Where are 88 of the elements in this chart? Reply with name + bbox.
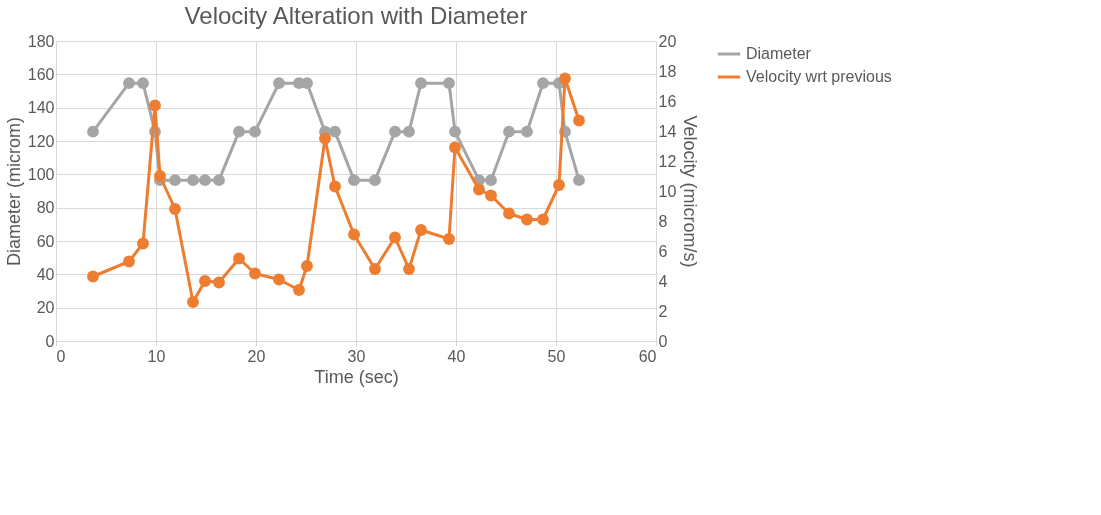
y-axis-title: Diameter (microm) [3,116,24,267]
point [199,275,211,287]
point [329,180,341,193]
point [199,174,211,187]
point [187,296,199,308]
y2-tick-label: 6 [658,242,668,260]
y-tick-label: 80 [36,199,55,217]
y-tick-label: 120 [27,132,55,150]
point [485,189,497,202]
y2-tick-label: 8 [658,212,668,230]
point [213,276,225,289]
point [137,237,149,250]
point [187,174,199,187]
y-tick-label: 40 [36,265,55,283]
point [233,252,245,265]
y-tick-label: 160 [27,65,55,83]
point [301,260,313,272]
point [319,132,331,145]
y2-axis-title: Velocity (microm/s) [680,115,701,268]
x-tick-label: 50 [547,347,566,365]
y-tick-label: 180 [27,32,55,50]
y2-tick-label: 0 [658,332,668,350]
point [449,141,461,154]
point [273,273,285,286]
point [485,174,497,187]
legend-label: Velocity wrt previous [746,68,892,85]
point [473,183,485,196]
point [249,125,261,138]
point [369,174,381,187]
x-tick-label: 20 [247,347,266,365]
point [213,174,225,187]
x-tick-label: 40 [447,347,466,365]
point [369,263,381,275]
point [403,263,415,275]
point [149,99,161,112]
y-tick-label: 0 [45,332,55,350]
point [233,125,245,138]
y-tick-label: 100 [27,165,55,183]
point [553,179,565,191]
y-tick-label: 60 [36,232,55,250]
point [521,213,533,226]
point [249,267,261,280]
point [443,233,455,245]
y-tick-label: 20 [36,299,55,317]
point [154,170,166,182]
point [87,125,99,138]
x-axis-title: Time (sec) [314,366,399,387]
point [169,203,181,215]
point [169,174,181,187]
point [348,174,360,187]
point [389,125,401,138]
point [123,77,135,90]
x-tick-label: 60 [638,347,657,365]
point [415,224,427,236]
y2-tick-label: 18 [658,62,677,80]
point [537,77,549,90]
point [521,125,533,138]
chart-title: Velocity Alteration with Diameter [184,2,528,29]
point [415,77,427,90]
y2-tick-label: 14 [658,122,677,140]
point [573,114,585,127]
y-tick-label: 140 [27,99,55,117]
point [503,207,515,220]
point [573,174,585,187]
y2-tick-label: 4 [658,272,668,290]
point [403,125,415,138]
point [389,231,401,244]
y2-tick-label: 16 [658,92,677,110]
point [348,228,360,241]
point [537,213,549,226]
y2-tick-label: 20 [658,32,677,50]
point [123,255,135,268]
legend-label: Diameter [746,45,812,62]
y2-tick-label: 12 [658,152,677,170]
x-tick-label: 30 [347,347,366,365]
point [503,125,515,138]
y2-tick-label: 2 [658,302,668,320]
point [449,125,461,138]
x-tick-label: 10 [147,347,166,365]
point [87,270,99,283]
point [293,284,305,296]
point [559,72,571,85]
point [329,125,341,138]
point [443,77,455,90]
point [137,77,149,90]
x-tick-label: 0 [56,347,66,365]
y2-tick-label: 10 [658,182,677,200]
point [273,77,285,90]
